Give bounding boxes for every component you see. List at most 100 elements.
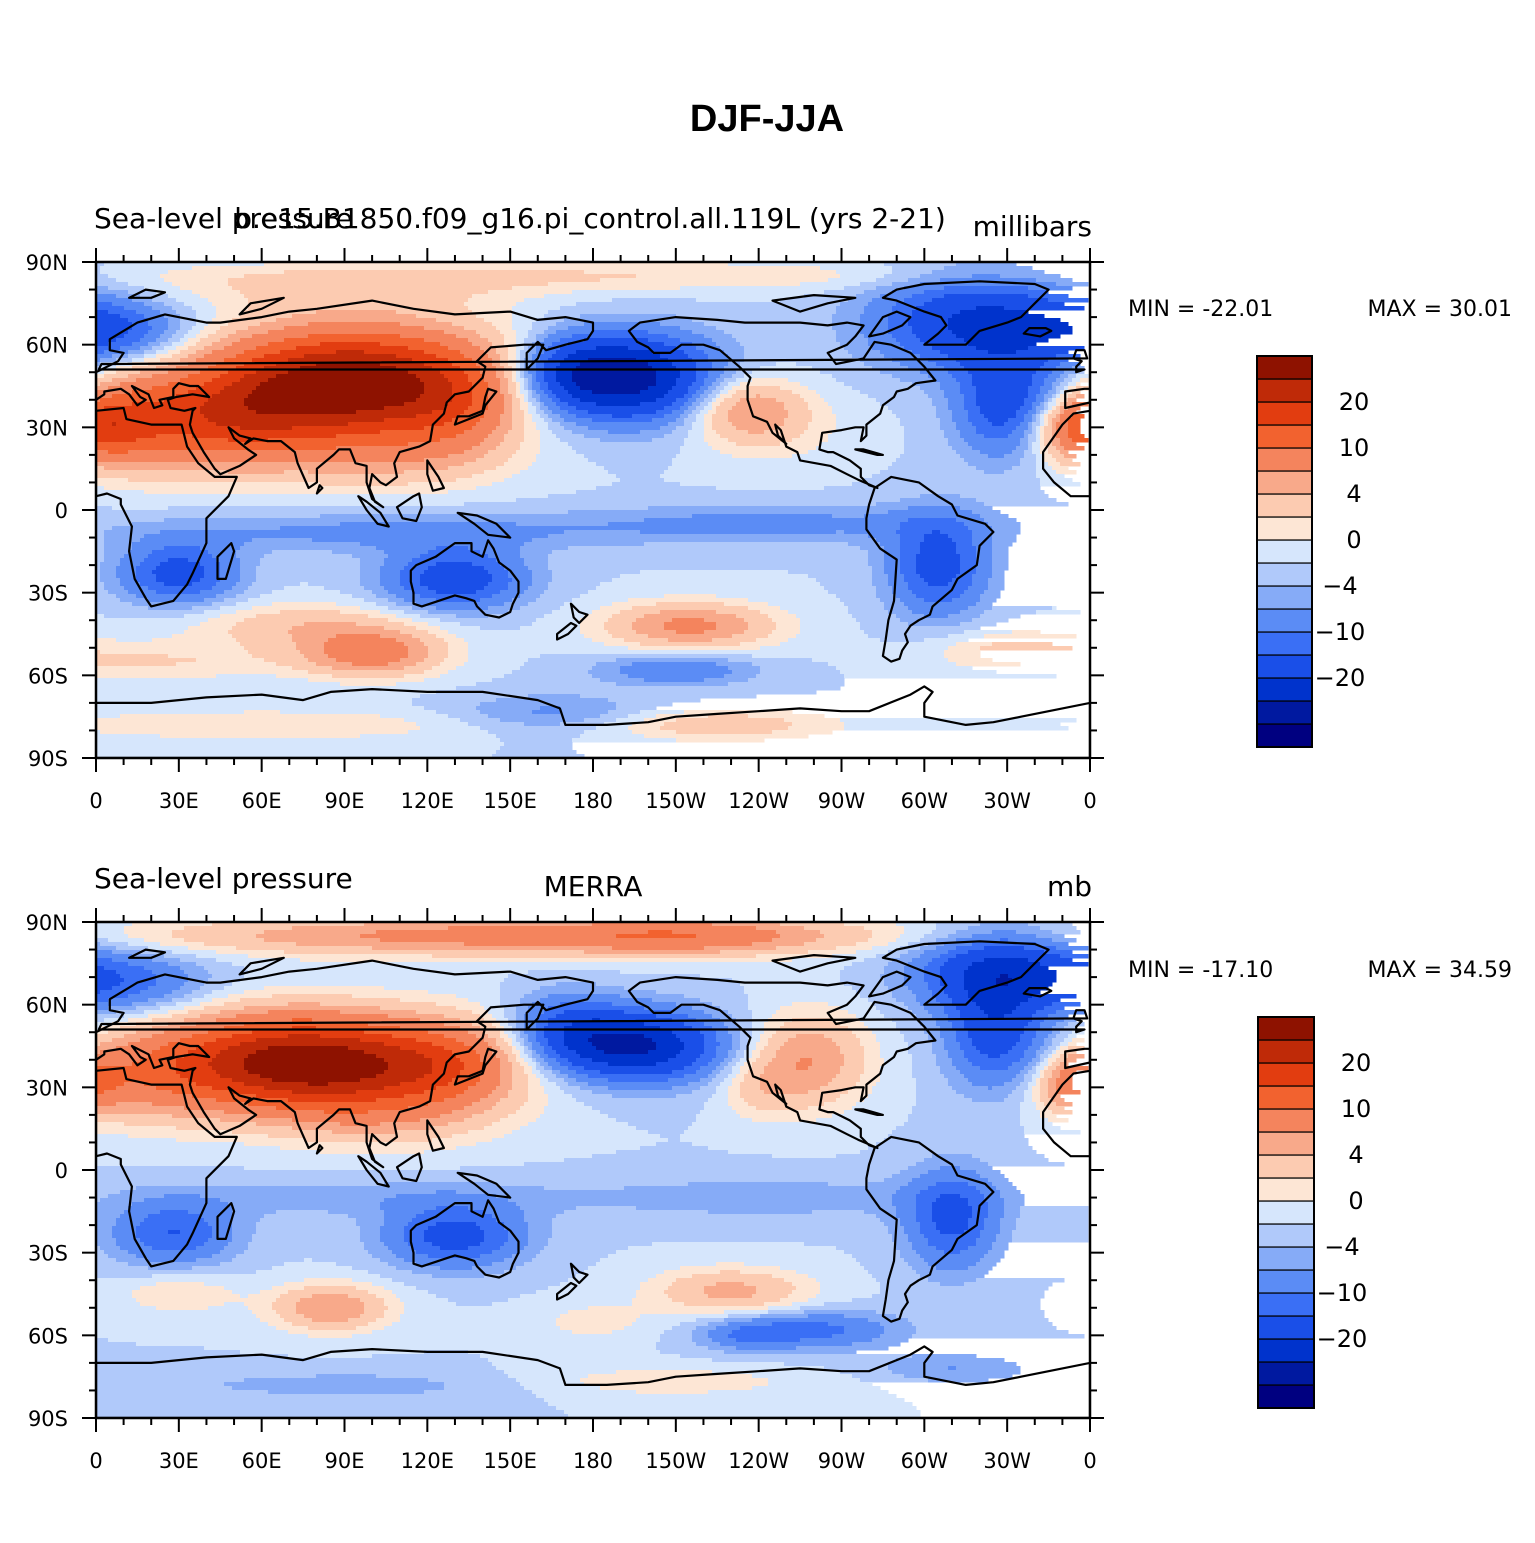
coastline-sumatra [357,1155,390,1188]
colorbar-swatch [1256,539,1313,564]
coastline-borneo [395,1152,423,1183]
colorbar-swatch [1257,1085,1315,1110]
colorbar-swatch [1257,1108,1315,1133]
coastline-australia [409,1199,520,1279]
axis-ticks [82,908,1104,1432]
lon-tick-label: 90E [325,1449,365,1473]
coastline-northAmerica [627,316,937,490]
colorbar: 20 10 4 0 −4 −10 −20 [1257,1016,1372,1409]
colorbar-label: 4 [1346,480,1361,508]
coastline-britain [97,1009,1089,1034]
lon-tick-label: 150E [483,1449,536,1473]
lat-tick-label: 0 [55,1159,68,1183]
lat-tick-label: 90N [26,911,68,935]
colorbar-swatch [1256,677,1313,702]
coastline-philippines [426,1119,445,1152]
lon-tick-label: 120W [728,789,789,813]
coastline-northAmerica [627,975,937,1150]
coastline-newGuinea [456,511,512,539]
colorbar-swatch [1256,447,1313,472]
colorbar-swatch [1256,424,1313,449]
coastline-sumatra [357,495,390,528]
colorbar-label: −20 [1315,664,1366,692]
coastline-baffin [867,970,912,998]
colorbar-label: 20 [1341,1049,1372,1077]
panel-center-title: b.e15.B1850.f09_g16.pi_control.all.119L … [234,202,946,235]
coastline-africaWest [1041,1069,1090,1158]
coastline-cuba [854,1108,885,1117]
lon-tick-label: 90W [818,789,866,813]
lon-tick-label: 180 [573,789,613,813]
colorbar-swatch [1256,516,1313,541]
lat-tick-label: 0 [55,499,68,523]
lon-tick-label: 90W [818,1449,866,1473]
max-value-label: MAX = 34.59 [1367,958,1512,983]
coastline-britain [97,349,1089,374]
colorbar-swatch [1256,562,1313,587]
coastline-greenland [881,940,1050,1006]
colorbar-swatch [1257,1223,1315,1248]
colorbar-swatch [1256,654,1313,679]
lon-tick-label: 180 [573,1449,613,1473]
coastline-japan [453,387,498,426]
coastline-sriLanka [315,484,324,495]
lon-tick-label: 60E [242,1449,282,1473]
colorbar-swatch [1256,700,1313,725]
lon-tick-label: 150W [645,1449,706,1473]
coastlines [96,280,1090,758]
lat-tick-label: 90S [28,747,68,771]
lon-tick-label: 0 [89,789,102,813]
coastlines [96,940,1090,1418]
colorbar-swatch [1257,1177,1315,1202]
lon-tick-label: 60W [901,789,949,813]
panel-left-title: Sea-level pressure [94,202,353,235]
coastline-southAmerica [865,1135,995,1323]
lon-tick-label: 120W [728,1449,789,1473]
coastline-newZealandN [569,602,589,625]
lon-tick-label: 90E [325,789,365,813]
lon-tick-label: 30W [983,1449,1031,1473]
coastline-iberiaW [1064,1047,1090,1070]
colorbar-swatch [1256,401,1313,426]
colorbar-swatch [1257,1062,1315,1087]
lat-tick-label: 30N [26,416,68,440]
coastline-novayaZemlya [238,296,285,316]
colorbar-label: −10 [1315,618,1366,646]
pressure-field [96,922,1089,1418]
coastline-iceland [1022,327,1053,338]
map-panel-2: 90N 60N 30N 0 30S 60S 90S 0 30E 60E 90E 120E 150E 180… [26,862,1512,1473]
max-value-label: MAX = 30.01 [1367,297,1512,322]
colorbar-swatch [1256,723,1313,748]
coastline-australia [409,539,520,619]
lon-tick-label: 60W [901,1449,949,1473]
coastline-africaWest [1041,409,1090,498]
figure-title: DJF-JJA [690,98,844,140]
colorbar-swatch [1256,470,1313,495]
min-value-label: MIN = -17.10 [1128,958,1273,983]
coastline-arcticIsl [771,953,857,973]
colorbar-label: −4 [1322,572,1357,600]
colorbar-swatch [1257,1039,1315,1064]
panel-left-title: Sea-level pressure [94,862,353,895]
coastline-borneo [395,492,423,523]
colorbar-swatch [1257,1338,1315,1363]
lat-tick-label: 60N [26,994,68,1018]
colorbar-swatch [1257,1315,1315,1340]
colorbar-swatch [1256,631,1313,656]
lon-tick-label: 0 [89,1449,102,1473]
coastline-eurasia [96,299,595,509]
colorbar-swatch [1256,585,1313,610]
axis-ticks [82,248,1104,772]
coastline-svalbard [128,288,167,299]
colorbar-label: 0 [1348,1187,1363,1215]
coastline-newGuinea [456,1171,512,1199]
colorbar: 20 10 4 0 −4 −10 −20 [1256,355,1369,748]
colorbar-label: 4 [1348,1141,1363,1169]
colorbar-swatch [1257,1016,1315,1041]
lon-tick-label: 0 [1083,789,1096,813]
lat-tick-label: 30S [28,582,68,606]
coastline-japan [453,1047,498,1086]
coastline-arcticIsl [771,294,857,313]
